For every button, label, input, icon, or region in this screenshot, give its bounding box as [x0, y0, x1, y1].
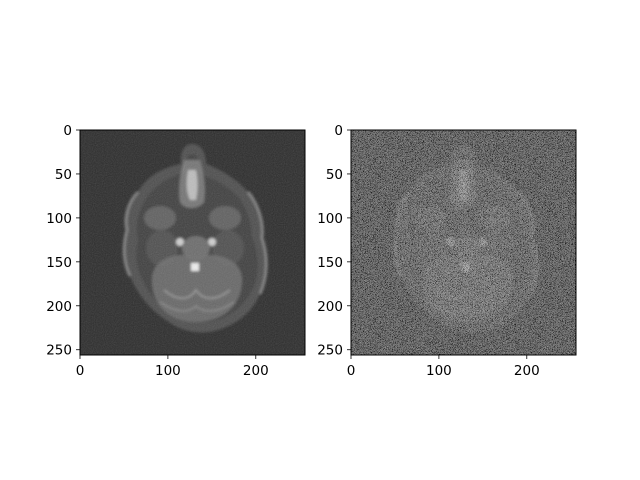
- x-tick-label: 100: [155, 363, 181, 379]
- x-axis: 0 100 200: [76, 355, 269, 379]
- y-tick-label: 250: [317, 343, 343, 359]
- x-tick-label: 0: [76, 363, 85, 379]
- y-tick-label: 200: [46, 299, 72, 315]
- y-tick-label: 250: [46, 343, 72, 359]
- y-tick-label: 100: [46, 211, 72, 227]
- y-tick-label: 150: [317, 255, 343, 271]
- y-tick-label: 100: [317, 211, 343, 227]
- y-tick-label: 0: [63, 123, 72, 139]
- image-panel-original: 0 100 200 0 50 100 150 200 250: [46, 123, 305, 379]
- y-tick-label: 50: [55, 167, 72, 183]
- x-tick-label: 0: [347, 363, 356, 379]
- x-tick-label: 200: [243, 363, 269, 379]
- y-tick-label: 200: [317, 299, 343, 315]
- y-axis: 0 50 100 150 200 250: [317, 123, 351, 359]
- y-axis: 0 50 100 150 200 250: [46, 123, 80, 359]
- image-panel-noisy: 0 100 200 0 50 100 150 200 250: [317, 123, 576, 379]
- noise-overlay-high: [351, 130, 576, 355]
- x-tick-label: 100: [426, 363, 452, 379]
- y-tick-label: 150: [46, 255, 72, 271]
- noise-overlay-low: [80, 130, 305, 355]
- x-tick-label: 200: [514, 363, 540, 379]
- y-tick-label: 0: [334, 123, 343, 139]
- y-tick-label: 50: [326, 167, 343, 183]
- x-axis: 0 100 200: [347, 355, 540, 379]
